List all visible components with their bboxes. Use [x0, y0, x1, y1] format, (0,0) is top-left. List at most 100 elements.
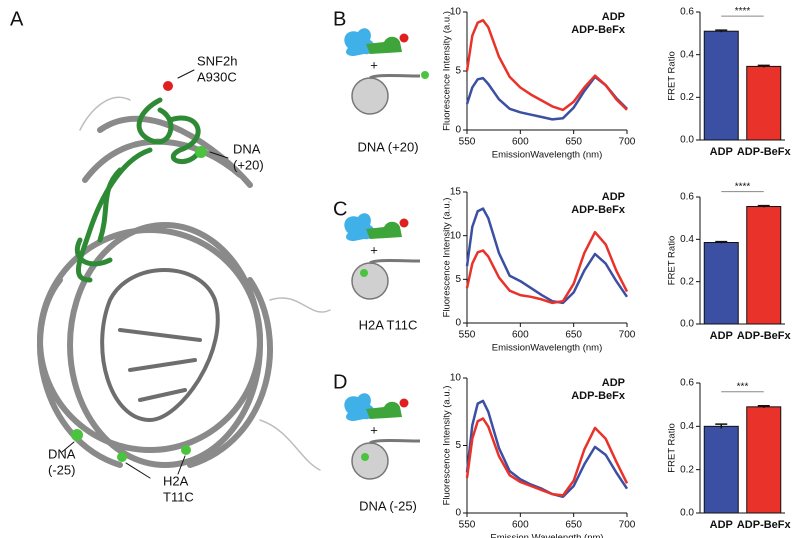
schematic-label: H2A T11C: [359, 317, 418, 332]
protein-domain: [344, 28, 375, 56]
structure-label: DNA: [233, 141, 261, 156]
nucleosome: [351, 442, 389, 480]
structure-label: SNF2h: [197, 53, 237, 68]
bar: [703, 30, 739, 141]
y-tick-label: 5: [455, 274, 461, 285]
structure-label: A930C: [197, 69, 237, 84]
y-tick-label: 0.6: [680, 378, 694, 389]
x-tick-label: 550: [459, 137, 476, 148]
y-tick-label: 5: [455, 440, 461, 451]
protein-domain: [366, 221, 402, 239]
x-tick-label: 650: [565, 137, 582, 148]
x-tick-label: 700: [619, 137, 636, 148]
bar: [703, 425, 739, 514]
y-tick-label: 0: [455, 508, 461, 519]
x-tick-label: ADP-BeFx: [737, 519, 792, 531]
schematic: + DNA (+20): [344, 28, 429, 154]
protein-domain: [366, 401, 402, 419]
x-tick-label: ADP: [710, 330, 733, 342]
series-line: [465, 230, 629, 305]
x-tick-label: 600: [512, 330, 529, 341]
structure-label: T11C: [163, 489, 194, 504]
y-tick-label: 10: [450, 7, 462, 18]
x-tick-label: 650: [565, 330, 582, 341]
bar: [746, 206, 782, 325]
y-tick-label: 0.2: [680, 276, 694, 287]
protein-domain: [344, 213, 375, 241]
error-bar: [715, 240, 728, 244]
bar: [746, 406, 782, 514]
y-tick-label: 0.0: [680, 319, 694, 330]
plus: +: [370, 422, 378, 437]
x-tick-label: 550: [459, 330, 476, 341]
x-tick-label: 650: [565, 520, 582, 531]
dna: [369, 259, 421, 265]
panel-label: C: [333, 198, 347, 220]
label-dot: [421, 71, 429, 79]
y-tick-label: 0.2: [680, 464, 694, 475]
y-axis-label: Fluorescence Intensity (a.u.): [442, 198, 453, 318]
y-tick-label: 10: [450, 230, 462, 241]
legend-entry: ADP-BeFx: [571, 24, 626, 36]
panel-label: D: [333, 371, 347, 393]
bar: [703, 242, 739, 325]
y-tick-label: 5: [455, 66, 461, 77]
label-dot: [399, 398, 409, 408]
y-tick-label: 0.0: [680, 508, 694, 519]
x-axis-label: EmissionWavelength (nm): [492, 343, 603, 354]
plus: +: [370, 57, 378, 72]
y-axis-label: FRET Ratio: [667, 423, 678, 472]
label-dot: [360, 269, 368, 277]
x-tick-label: 600: [512, 520, 529, 531]
nucleosome: [351, 77, 389, 115]
structure-label: (-25): [48, 462, 75, 477]
protein-domain: [366, 36, 402, 54]
y-tick-label: 0.4: [680, 421, 694, 432]
label-dot: [399, 218, 409, 228]
plus: +: [370, 242, 378, 257]
y-axis-label: Fluorescence Intensity (a.u.): [442, 11, 453, 131]
error-bar: [715, 423, 728, 429]
schematic-label: DNA (+20): [357, 139, 418, 154]
panel-label: A: [10, 8, 24, 30]
structure-label: H2A: [163, 473, 189, 488]
structure-label: DNA: [48, 446, 76, 461]
x-tick-label: ADP: [710, 519, 733, 531]
y-tick-label: 10: [450, 373, 462, 384]
series-line: [465, 399, 629, 499]
legend-entry: ADP-BeFx: [571, 204, 626, 216]
y-tick-label: 0.4: [680, 49, 694, 60]
significance-label: ****: [735, 6, 751, 17]
y-tick-label: 0.2: [680, 92, 694, 103]
significance-label: ****: [735, 181, 751, 192]
legend-entry: ADP: [602, 191, 625, 203]
error-bar: [715, 29, 728, 33]
error-bar: [757, 405, 770, 408]
y-axis-label: FRET Ratio: [667, 236, 678, 285]
protein-domain: [344, 393, 375, 421]
schematic: + H2A T11C: [344, 213, 421, 332]
label-dot: [361, 453, 369, 461]
y-tick-label: 0: [455, 125, 461, 136]
error-bar: [757, 204, 770, 208]
series-line: [465, 19, 628, 112]
x-tick-label: 700: [619, 520, 636, 531]
error-bar: [757, 64, 770, 68]
series-line: [465, 207, 629, 305]
panel-label: B: [333, 8, 346, 30]
nucleosome: [351, 262, 389, 300]
structure-label: (+20): [233, 157, 264, 172]
x-tick-label: ADP: [710, 146, 733, 158]
x-axis-label: EmissionWavelength (nm): [492, 150, 603, 161]
schematic-label: DNA (-25): [359, 498, 417, 513]
structure: [37, 69, 331, 479]
dna: [369, 74, 421, 80]
y-tick-label: 0.0: [680, 135, 694, 146]
x-tick-label: 550: [459, 520, 476, 531]
legend-entry: ADP: [602, 11, 625, 23]
y-axis-label: FRET Ratio: [667, 51, 678, 100]
x-tick-label: 700: [619, 330, 636, 341]
x-tick-label: 600: [512, 137, 529, 148]
legend-entry: ADP-BeFx: [571, 390, 626, 402]
